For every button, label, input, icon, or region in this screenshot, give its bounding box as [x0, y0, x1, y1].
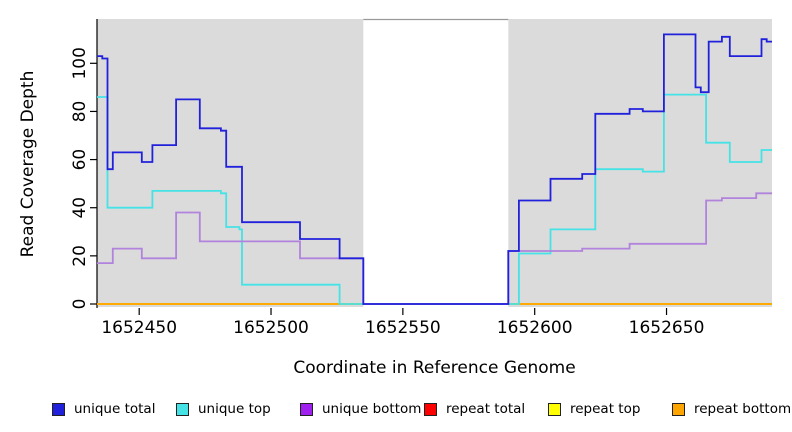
- legend-item-unique-top: unique top: [176, 401, 271, 417]
- legend-label: unique total: [74, 401, 156, 417]
- legend-swatch-icon: [300, 402, 313, 416]
- y-tick-label: 80: [70, 101, 90, 123]
- legend-label: unique top: [198, 401, 271, 417]
- x-tick-label: 1652650: [629, 318, 705, 338]
- legend-item-unique-bottom: unique bottom: [300, 401, 421, 417]
- y-tick-label: 40: [70, 197, 90, 219]
- legend-item-repeat-bottom: repeat bottom: [672, 401, 791, 417]
- y-axis-title: Read Coverage Depth: [18, 70, 38, 258]
- legend-label: unique bottom: [322, 401, 422, 417]
- y-tick-label: 60: [70, 149, 90, 171]
- legend-swatch-icon: [548, 402, 561, 416]
- legend-swatch-icon: [672, 402, 685, 416]
- y-tick-label: 0: [70, 299, 90, 310]
- legend-item-repeat-top: repeat top: [548, 401, 640, 417]
- series-line-unique-top: [97, 93, 772, 305]
- series-line-unique-total: [97, 33, 772, 305]
- legend-item-unique-total: unique total: [52, 401, 155, 417]
- x-tick-label: 1652450: [101, 318, 177, 338]
- plot-bg-left: [97, 19, 364, 307]
- x-tick-label: 1652600: [497, 318, 573, 338]
- legend-label: repeat bottom: [694, 401, 792, 417]
- legend-swatch-icon: [176, 402, 189, 416]
- y-tick-label: 20: [70, 245, 90, 267]
- legend-swatch-icon: [52, 402, 65, 416]
- legend-label: repeat total: [446, 401, 526, 417]
- plot-bg-right: [508, 19, 772, 307]
- legend-label: repeat top: [570, 401, 641, 417]
- x-tick-label: 1652550: [365, 318, 441, 338]
- y-tick-label: 100: [70, 47, 90, 79]
- x-axis-title: Coordinate in Reference Genome: [293, 358, 576, 378]
- x-tick-label: 1652500: [233, 318, 309, 338]
- legend-item-repeat-total: repeat total: [424, 401, 525, 417]
- legend-swatch-icon: [424, 402, 437, 416]
